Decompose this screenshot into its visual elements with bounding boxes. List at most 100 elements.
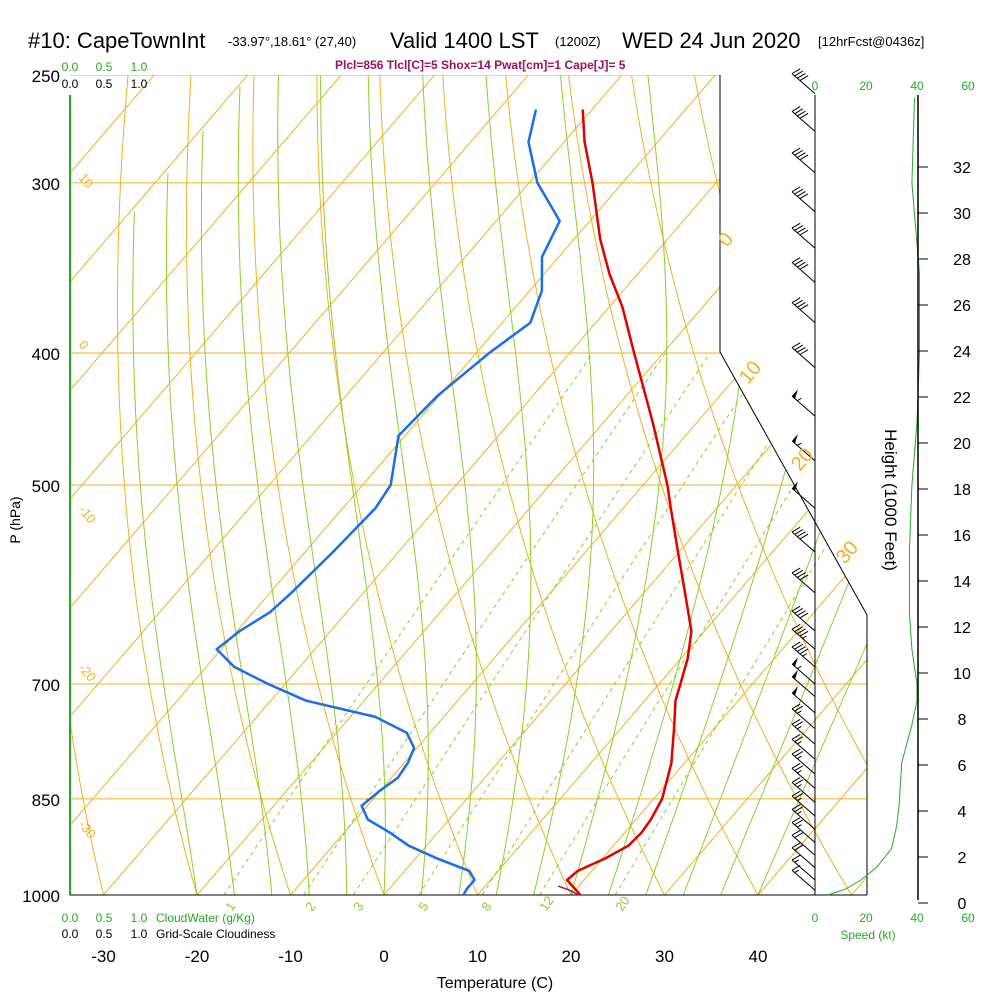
wind-barb-full bbox=[799, 154, 809, 161]
wind-barb-full bbox=[799, 193, 809, 200]
mixing-ratio-line bbox=[418, 352, 770, 895]
moist-adiabat-line bbox=[484, 75, 532, 895]
pressure-tick-label: 850 bbox=[32, 791, 60, 810]
wind-barb-full bbox=[799, 533, 809, 540]
temperature-axis-label: Temperature (C) bbox=[437, 975, 553, 992]
height-tick-label: 26 bbox=[953, 298, 971, 315]
wind-barb-full bbox=[794, 832, 804, 838]
wind-barb-full bbox=[797, 110, 806, 117]
wind-barb-staff bbox=[791, 262, 816, 283]
speed-tick-bottom: 0 bbox=[812, 911, 819, 925]
wind-barb-staff bbox=[791, 767, 816, 789]
moist-adiabat-line bbox=[533, 75, 595, 895]
moist-adiabat-line bbox=[757, 75, 867, 895]
wind-barb-full bbox=[791, 817, 801, 823]
wind-barb-staff bbox=[791, 753, 816, 775]
plot-right-border bbox=[719, 75, 868, 895]
dry-adiabat-label: 10 bbox=[735, 357, 766, 388]
wind-barb-full bbox=[794, 765, 804, 772]
wind-barb-full bbox=[791, 703, 801, 710]
cloudiness-tick-bottom: 1.0 bbox=[131, 927, 148, 941]
valid-zulu: (1200Z) bbox=[555, 34, 601, 49]
wind-barb-half bbox=[797, 665, 802, 670]
mixing-ratio-line bbox=[223, 352, 594, 895]
isotherm-line bbox=[171, 75, 867, 895]
pressure-tick-label: 1000 bbox=[22, 887, 60, 906]
wind-barb-half bbox=[797, 741, 802, 745]
wind-barb-full bbox=[799, 264, 809, 270]
dry-adiabat-label: 20 bbox=[787, 444, 818, 475]
isotherm-line bbox=[639, 75, 867, 895]
height-tick-label: 30 bbox=[953, 206, 971, 223]
station-coords: -33.97°,18.61° (27,40) bbox=[228, 34, 357, 49]
dry-adiabat-line bbox=[252, 75, 396, 895]
wind-barb-staff bbox=[791, 610, 816, 632]
temperature-profile-line bbox=[565, 109, 693, 895]
cloudwater-tick-top: 1.0 bbox=[131, 60, 148, 74]
wind-speed-profile-line bbox=[827, 98, 920, 896]
moist-adiabat-line bbox=[277, 75, 348, 895]
speed-tick-top: 0 bbox=[812, 79, 819, 93]
wind-barb-full bbox=[797, 610, 806, 617]
moist-adiabat-line bbox=[720, 75, 867, 895]
pressure-tick-label: 700 bbox=[32, 676, 60, 695]
wind-barb-flag bbox=[792, 389, 798, 399]
height-tick-label: 32 bbox=[953, 160, 971, 177]
wind-barb-staff bbox=[791, 628, 816, 650]
wind-barb-full bbox=[797, 152, 806, 158]
cloudiness-tick-bottom: 0.5 bbox=[96, 927, 113, 941]
wind-barb-half bbox=[797, 770, 802, 774]
height-tick-label: 4 bbox=[958, 804, 967, 821]
wind-barb-full bbox=[797, 646, 806, 652]
wind-barb-full bbox=[799, 349, 809, 355]
height-tick-label: 6 bbox=[958, 758, 967, 775]
dry-adiabat-line bbox=[814, 75, 867, 895]
moist-adiabat-line bbox=[421, 75, 477, 895]
wind-barb-full bbox=[791, 790, 801, 797]
wind-barb-full bbox=[797, 191, 806, 197]
wind-barb-full bbox=[791, 222, 801, 229]
wind-barb-staff bbox=[791, 395, 816, 417]
wind-barb-staff bbox=[791, 191, 816, 213]
wind-barb-staff bbox=[791, 738, 816, 760]
speed-tick-top: 40 bbox=[910, 79, 924, 93]
wind-barb-full bbox=[799, 612, 809, 619]
dry-adiabat-line bbox=[117, 75, 206, 895]
moist-adiabat-line bbox=[682, 75, 867, 895]
wind-barb-full bbox=[794, 626, 804, 632]
wind-barb-full bbox=[799, 113, 809, 119]
isotherm-line bbox=[265, 75, 867, 895]
wind-barb-full bbox=[797, 227, 806, 234]
wind-barb-full bbox=[794, 779, 804, 786]
dry-adiabat-label: -10 bbox=[76, 502, 100, 526]
cloudiness-tick-bottom: 0.0 bbox=[62, 927, 79, 941]
wind-barb-full bbox=[794, 108, 804, 115]
wind-barb-full bbox=[791, 829, 801, 836]
isotherm-line bbox=[358, 75, 867, 895]
wind-barb-staff bbox=[791, 809, 816, 830]
wind-barb-half bbox=[797, 710, 802, 714]
wind-barb-half bbox=[794, 869, 799, 873]
wind-barb-full bbox=[791, 567, 801, 574]
wind-barb-full bbox=[794, 844, 804, 851]
wind-barb-full bbox=[794, 736, 804, 743]
wind-barb-full bbox=[794, 529, 804, 535]
mixing-ratio-label: 12 bbox=[536, 893, 557, 913]
wind-barb-staff bbox=[791, 440, 816, 462]
wind-barb-full bbox=[794, 225, 804, 231]
cloudwater-tick-bottom: 1.0 bbox=[131, 911, 148, 925]
mixing-ratio-line bbox=[539, 352, 867, 895]
isotherm-line bbox=[732, 75, 867, 895]
wind-barb-full bbox=[791, 342, 801, 349]
wind-barb-full bbox=[791, 734, 801, 740]
height-tick-label: 28 bbox=[953, 252, 971, 269]
wind-barb-full bbox=[797, 628, 806, 635]
isotherm-line bbox=[70, 75, 737, 895]
height-tick-label: 22 bbox=[953, 390, 971, 407]
dry-adiabat-label: 30 bbox=[832, 537, 863, 568]
wind-barb-flag bbox=[792, 434, 798, 444]
wind-barb-flag bbox=[792, 481, 798, 491]
cloudiness-scale-label: Grid-Scale Cloudiness bbox=[156, 927, 275, 941]
wind-barb-half bbox=[797, 755, 802, 760]
